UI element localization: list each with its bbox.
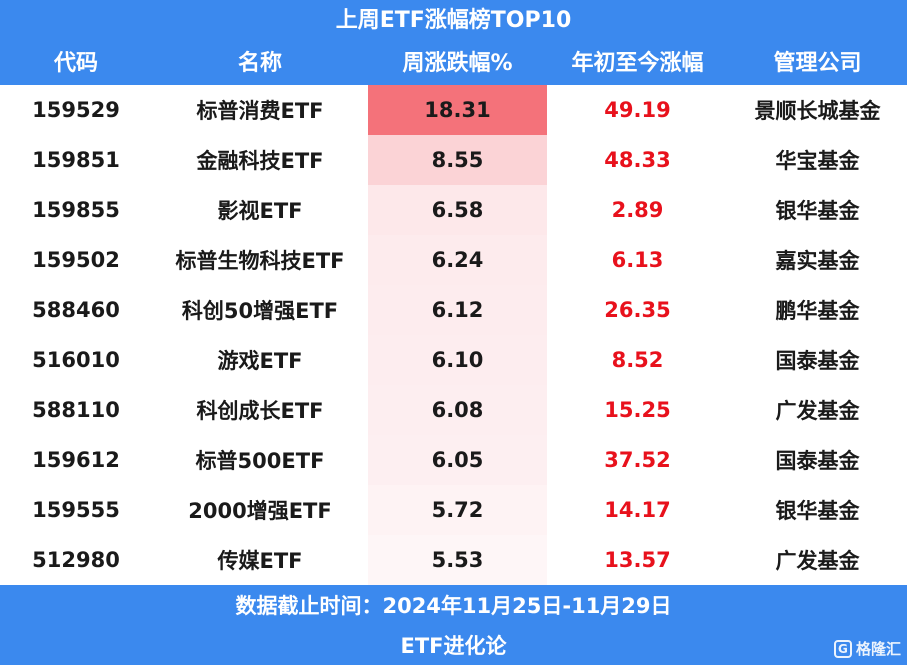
cell-weekly-change: 6.05 [368,435,547,485]
cell-weekly-change: 6.58 [368,185,547,235]
cell-company: 景顺长城基金 [754,99,881,123]
table-row: 588460 科创50增强ETF 6.12 26.35 鹏华基金 [0,285,907,335]
cell-ytd-change: 6.13 [611,248,664,272]
table-row: 512980 传媒ETF 5.53 13.57 广发基金 [0,535,907,585]
cell-company: 国泰基金 [775,349,860,373]
cell-ytd-change: 13.57 [604,548,671,572]
table-row: 159612 标普500ETF 6.05 37.52 国泰基金 [0,435,907,485]
source-label: ETF进化论 [400,634,507,658]
cell-code: 588110 [32,398,120,422]
cell-code: 159502 [32,248,120,272]
table-row: 588110 科创成长ETF 6.08 15.25 广发基金 [0,385,907,435]
cell-weekly-change: 6.08 [368,385,547,435]
column-header-name: 名称 [237,50,282,76]
cell-weekly-change: 6.12 [368,285,547,335]
table-title: 上周ETF涨幅榜TOP10 [335,8,572,33]
cell-name: 2000增强ETF [188,499,332,523]
data-date-range: 数据截止时间：2024年11月25日-11月29日 [235,594,672,618]
cell-name: 传媒ETF [217,549,303,573]
cell-code: 159851 [32,148,120,172]
column-header-weekly-change: 周涨跌幅% [402,50,513,76]
cell-company: 银华基金 [775,199,860,223]
cell-ytd-change: 49.19 [604,98,671,122]
table-row: 159502 标普生物科技ETF 6.24 6.13 嘉实基金 [0,235,907,285]
cell-name: 科创50增强ETF [181,299,339,323]
table-row: 159851 金融科技ETF 8.55 48.33 华宝基金 [0,135,907,185]
cell-code: 159612 [32,448,120,472]
watermark: G 格隆汇 [833,638,901,659]
table-row: 159855 影视ETF 6.58 2.89 银华基金 [0,185,907,235]
column-headers: 代码 名称 周涨跌幅% 年初至今涨幅 管理公司 [0,36,907,85]
cell-company: 广发基金 [775,399,860,423]
cell-code: 588460 [32,298,120,322]
cell-company: 华宝基金 [775,149,860,173]
cell-code: 512980 [32,548,120,572]
cell-ytd-change: 48.33 [604,148,671,172]
table-header: 上周ETF涨幅榜TOP10 代码 名称 周涨跌幅% 年初至今涨幅 管理公司 [0,0,907,85]
cell-code: 159855 [32,198,120,222]
cell-weekly-change: 5.72 [368,485,547,535]
table-row: 516010 游戏ETF 6.10 8.52 国泰基金 [0,335,907,385]
cell-company: 嘉实基金 [775,249,860,273]
column-header-ytd-change: 年初至今涨幅 [571,50,704,76]
cell-company: 国泰基金 [775,449,860,473]
table-row: 159555 2000增强ETF 5.72 14.17 银华基金 [0,485,907,535]
cell-ytd-change: 26.35 [604,298,671,322]
g-logo-icon: G [833,639,852,658]
cell-ytd-change: 14.17 [604,498,671,522]
cell-code: 516010 [32,348,120,372]
cell-code: 159529 [32,98,120,122]
cell-name: 科创成长ETF [196,399,324,423]
cell-weekly-change: 6.24 [368,235,547,285]
cell-name: 游戏ETF [217,349,303,373]
cell-company: 广发基金 [775,549,860,573]
table-footer: 数据截止时间：2024年11月25日-11月29日 ETF进化论 [0,585,907,665]
cell-company: 鹏华基金 [775,299,860,323]
cell-weekly-change: 8.55 [368,135,547,185]
cell-ytd-change: 2.89 [611,198,664,222]
table-body: 159529 标普消费ETF 18.31 49.19 景顺长城基金 159851… [0,85,907,585]
cell-name: 标普500ETF [195,449,325,473]
column-header-code: 代码 [53,50,98,76]
cell-ytd-change: 15.25 [604,398,671,422]
cell-weekly-change: 6.10 [368,335,547,385]
cell-name: 影视ETF [217,199,303,223]
cell-ytd-change: 37.52 [604,448,671,472]
cell-code: 159555 [32,498,120,522]
table-row: 159529 标普消费ETF 18.31 49.19 景顺长城基金 [0,85,907,135]
cell-ytd-change: 8.52 [611,348,664,372]
cell-company: 银华基金 [775,499,860,523]
cell-weekly-change: 18.31 [368,85,547,135]
watermark-text: 格隆汇 [855,640,901,658]
column-header-company: 管理公司 [773,50,862,76]
cell-name: 标普生物科技ETF [175,249,345,273]
cell-name: 金融科技ETF [196,149,324,173]
cell-name: 标普消费ETF [196,99,324,123]
cell-weekly-change: 5.53 [368,535,547,585]
